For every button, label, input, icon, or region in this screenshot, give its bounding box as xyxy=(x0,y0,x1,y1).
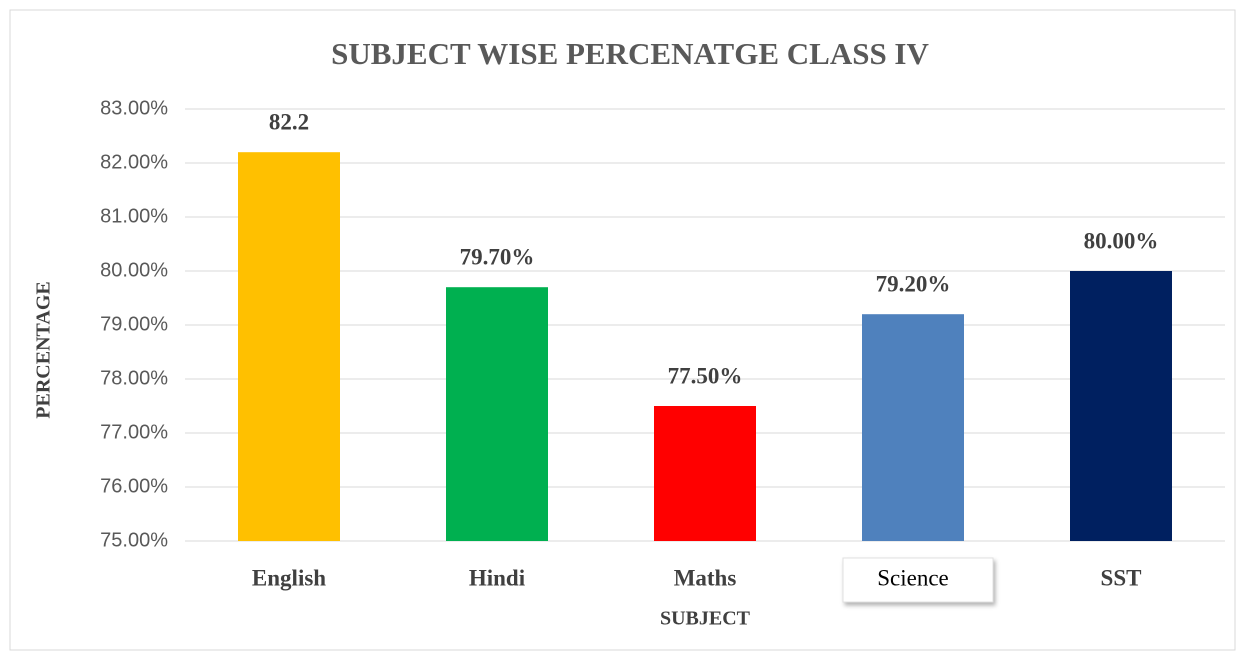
y-tick-label: 82.00% xyxy=(100,151,168,173)
x-tick-label: English xyxy=(252,565,326,590)
y-tick-label: 83.00% xyxy=(100,97,168,119)
y-tick-label: 76.00% xyxy=(100,475,168,497)
bar xyxy=(238,152,340,541)
x-axis-title: SUBJECT xyxy=(660,608,751,630)
data-label: 82.2 xyxy=(269,109,309,134)
chart-title: SUBJECT WISE PERCENATGE CLASS IV xyxy=(331,36,929,71)
data-label: 79.70% xyxy=(460,244,535,269)
y-tick-label: 77.00% xyxy=(100,421,168,443)
y-axis-title: PERCENTAGE xyxy=(33,281,55,418)
x-tick-label: SST xyxy=(1101,565,1142,590)
y-tick-label: 79.00% xyxy=(100,313,168,335)
x-tick-label: Science xyxy=(877,565,949,590)
label-box xyxy=(842,557,994,603)
bar xyxy=(862,314,964,541)
data-label: 80.00% xyxy=(1084,228,1159,253)
x-tick-label: Maths xyxy=(674,565,737,590)
bar xyxy=(446,287,548,541)
y-tick-label: 81.00% xyxy=(100,205,168,227)
y-tick-label: 75.00% xyxy=(100,529,168,551)
bar xyxy=(654,406,756,541)
bar xyxy=(1070,271,1172,541)
data-label: 77.50% xyxy=(668,363,743,388)
chart-border xyxy=(9,9,1236,651)
y-tick-label: 80.00% xyxy=(100,259,168,281)
data-label: 79.20% xyxy=(876,271,951,296)
x-tick-label: Hindi xyxy=(469,565,526,590)
y-tick-label: 78.00% xyxy=(100,367,168,389)
